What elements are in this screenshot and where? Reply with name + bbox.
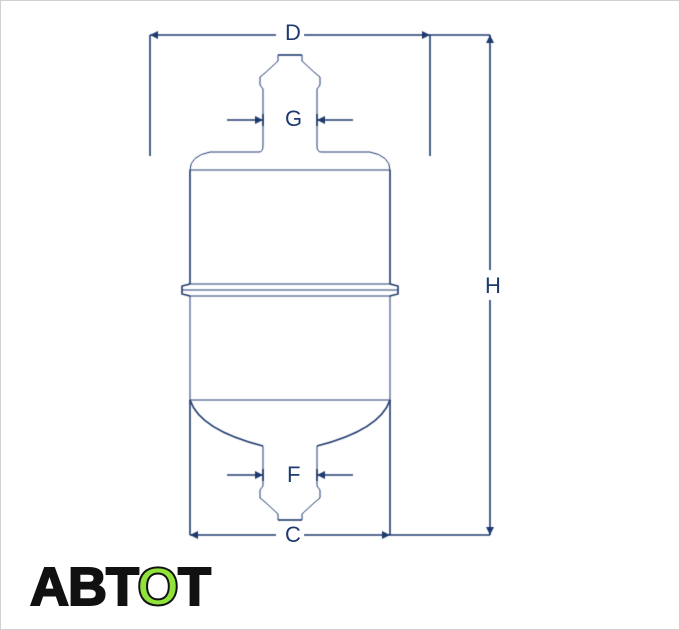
watermark-text-green: O [137,557,178,617]
dim-label-d: D [282,22,304,44]
dim-label-h: H [482,275,504,297]
dim-label-g: G [282,108,305,130]
watermark-text-1: ABT [30,557,137,617]
watermark-logo: ABTOT [30,556,210,618]
dim-label-f: F [284,464,303,486]
watermark-text-2: T [178,557,210,617]
filter-diagram [0,0,680,630]
dim-label-c: C [282,524,304,546]
